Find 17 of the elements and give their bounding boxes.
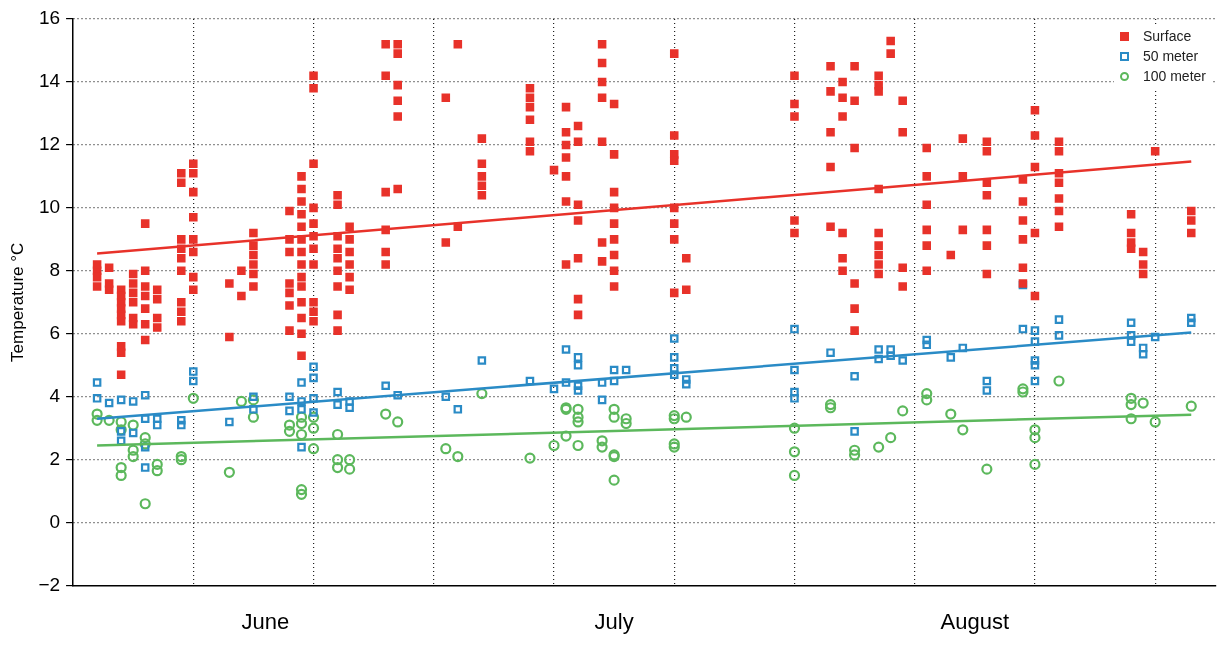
legend-label: Surface <box>1142 28 1192 44</box>
x-tick-label: June <box>241 608 290 634</box>
x-tick-label: July <box>594 608 634 634</box>
y-tick-label: −2 <box>38 573 61 595</box>
y-tick-label: 0 <box>49 510 61 532</box>
y-tick-label: 14 <box>38 70 61 92</box>
y-tick-label: 16 <box>38 7 61 29</box>
y-tick-label: 6 <box>49 322 61 344</box>
y-axis-title: Temperature °C <box>7 242 27 362</box>
y-tick-label: 8 <box>49 259 61 281</box>
legend-label: 50 meter <box>1142 48 1199 64</box>
y-tick-label: 10 <box>38 196 61 218</box>
legend-label: 100 meter <box>1142 68 1206 84</box>
y-tick-label: 2 <box>49 447 61 469</box>
y-tick-label: 4 <box>49 384 61 406</box>
x-tick-label: August <box>940 608 1010 634</box>
y-tick-label: 12 <box>38 133 61 155</box>
